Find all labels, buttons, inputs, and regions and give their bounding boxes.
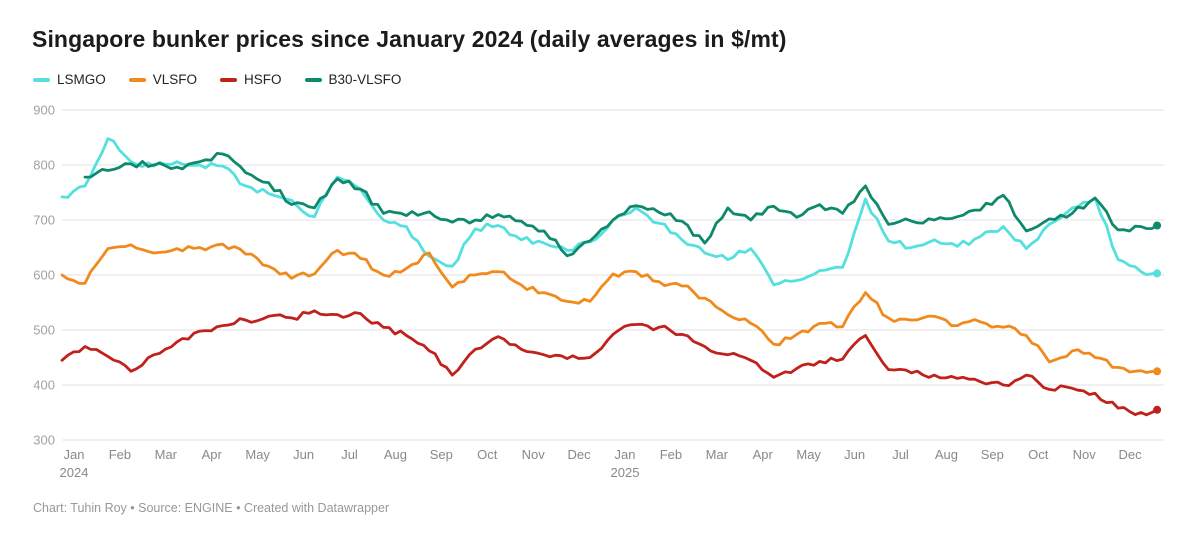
x-axis-month-label: May: [796, 447, 821, 462]
chart-byline: Chart: Tuhin Roy • Source: ENGINE • Crea…: [33, 501, 390, 515]
x-axis-month-label: May: [245, 447, 270, 462]
y-axis-tick-label: 600: [33, 268, 55, 283]
x-axis-month-label: Jun: [293, 447, 314, 462]
legend-label: B30-VLSFO: [328, 72, 402, 87]
x-axis-year-label: 2025: [611, 465, 640, 480]
legend-swatch: [33, 77, 50, 82]
series-line-lsmgo: [60, 137, 1159, 287]
chart-title: Singapore bunker prices since January 20…: [32, 26, 787, 52]
x-axis-month-label: Dec: [568, 447, 592, 462]
legend: LSMGO VLSFO HSFO B30-VLSFO: [33, 72, 401, 87]
x-axis-year-label: 2024: [60, 465, 89, 480]
x-axis-month-label: Aug: [935, 447, 958, 462]
legend-item-hsfo: HSFO: [220, 72, 282, 87]
series-end-dot-hsfo: [1153, 405, 1162, 414]
x-axis-month-label: Apr: [202, 447, 223, 462]
y-axis-tick-label: 500: [33, 323, 55, 338]
legend-swatch: [220, 77, 238, 82]
x-axis-month-label: Mar: [155, 447, 178, 462]
series-end-dot-b30-vlsfo: [1153, 221, 1162, 230]
y-axis-tick-label: 400: [33, 378, 55, 393]
x-axis-month-label: Feb: [660, 447, 682, 462]
x-axis-month-label: Oct: [477, 447, 498, 462]
series-line-b30-vlsfo: [83, 151, 1159, 258]
x-axis-month-label: Apr: [753, 447, 774, 462]
legend-item-b30-vlsfo: B30-VLSFO: [304, 72, 402, 87]
y-axis-tick-label: 700: [33, 213, 55, 228]
x-axis-month-label: Dec: [1119, 447, 1143, 462]
legend-label: HSFO: [244, 72, 282, 87]
y-axis-tick-label: 900: [33, 103, 55, 118]
x-axis-month-label: Jan: [615, 447, 636, 462]
legend-swatch: [128, 77, 146, 82]
y-axis-tick-label: 300: [33, 433, 55, 448]
x-axis-month-label: Sep: [430, 447, 453, 462]
y-axis-tick-label: 800: [33, 158, 55, 173]
legend-item-vlsfo: VLSFO: [128, 72, 198, 87]
x-axis-month-label: Jul: [341, 447, 358, 462]
x-axis-month-label: Aug: [384, 447, 407, 462]
legend-item-lsmgo: LSMGO: [33, 72, 106, 87]
x-axis-month-label: Jun: [844, 447, 865, 462]
series-line-hsfo: [60, 309, 1159, 417]
x-axis-month-label: Nov: [1073, 447, 1097, 462]
x-axis-month-label: Nov: [522, 447, 546, 462]
x-axis-month-label: Feb: [109, 447, 131, 462]
series-end-dot-vlsfo: [1153, 367, 1162, 376]
legend-label: VLSFO: [152, 72, 198, 87]
series-line-vlsfo: [60, 242, 1159, 374]
x-axis-month-label: Jul: [892, 447, 909, 462]
x-axis-month-label: Sep: [981, 447, 1004, 462]
x-axis-month-label: Jan: [64, 447, 85, 462]
x-axis-month-label: Mar: [706, 447, 729, 462]
series-end-dot-lsmgo: [1153, 269, 1162, 278]
legend-label: LSMGO: [57, 72, 106, 87]
legend-swatch: [304, 77, 322, 82]
x-axis-month-label: Oct: [1028, 447, 1049, 462]
